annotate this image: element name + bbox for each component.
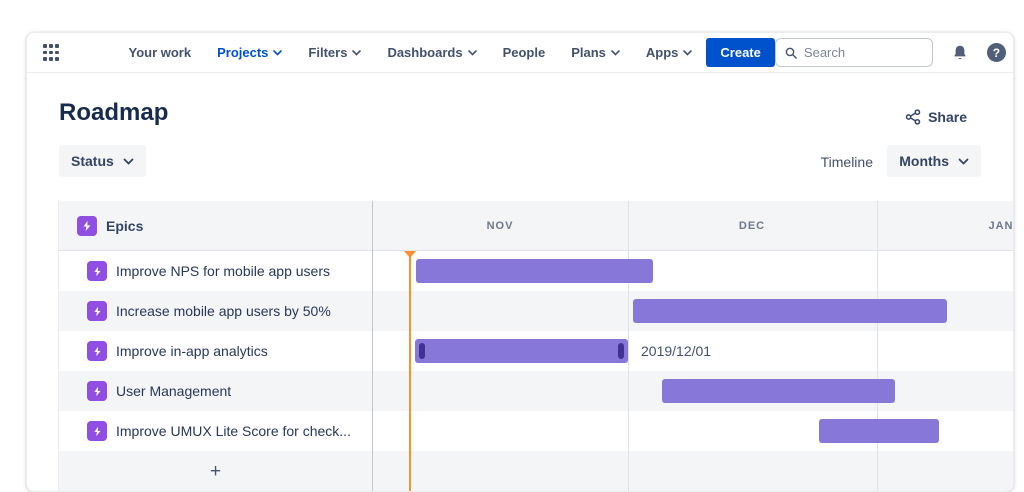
- epics-header-label: Epics: [106, 217, 144, 234]
- month-header-row: NOV DEC JAN: [373, 201, 1014, 251]
- month-gridline: [628, 201, 629, 491]
- page-title: Roadmap: [59, 99, 169, 126]
- chevron-down-icon: [123, 158, 134, 165]
- nav-right: ?: [774, 38, 1006, 67]
- month-label-nov: NOV: [486, 220, 514, 232]
- epic-bar[interactable]: [416, 259, 653, 283]
- bar-resize-handle-left[interactable]: [419, 343, 425, 359]
- month-label-dec: DEC: [738, 220, 766, 232]
- chevron-down-icon: [958, 158, 969, 165]
- timeline-row: 2019/12/01: [373, 331, 1013, 371]
- nav-item-filters[interactable]: Filters: [308, 45, 362, 60]
- nav-item-dashboards[interactable]: Dashboards: [387, 45, 477, 60]
- roadmap-table: Epics Improve NPS for mobile app users In…: [58, 201, 1014, 491]
- search-box[interactable]: [774, 38, 933, 67]
- create-button[interactable]: Create: [706, 38, 775, 67]
- epic-row[interactable]: Improve NPS for mobile app users: [59, 251, 372, 291]
- epic-icon: [87, 261, 107, 281]
- chevron-down-icon: [683, 50, 693, 56]
- month-label-jan: JAN: [988, 220, 1014, 232]
- epic-list: Improve NPS for mobile app users Increase…: [59, 251, 372, 491]
- epics-panel-header: Epics: [59, 201, 372, 251]
- epic-label: Increase mobile app users by 50%: [116, 303, 331, 319]
- nav-item-projects[interactable]: Projects: [217, 45, 283, 60]
- share-button[interactable]: Share: [905, 109, 967, 125]
- epic-row[interactable]: Improve UMUX Lite Score for check...: [59, 411, 372, 451]
- chevron-down-icon: [611, 50, 620, 56]
- timeline-row: [373, 291, 1013, 331]
- nav-item-label: Filters: [308, 45, 348, 60]
- nav-item-label: Your work: [128, 45, 192, 60]
- timeline-months-dropdown[interactable]: Months: [887, 145, 981, 177]
- share-icon: [905, 109, 921, 125]
- epic-bar[interactable]: [415, 339, 628, 363]
- epic-row[interactable]: User Management: [59, 371, 372, 411]
- timeline-row-empty: [373, 451, 1013, 491]
- epic-bar[interactable]: [819, 419, 939, 443]
- epic-bar[interactable]: [662, 379, 895, 403]
- nav-item-label: Projects: [217, 45, 269, 60]
- search-input[interactable]: [803, 45, 923, 60]
- epic-icon: [87, 381, 107, 401]
- timeline-rows: 2019/12/01: [373, 251, 1013, 491]
- add-epic-button[interactable]: +: [59, 451, 372, 491]
- epic-bar[interactable]: [633, 299, 947, 323]
- bar-end-date-label: 2019/12/01: [641, 343, 712, 359]
- help-question-glyph: ?: [986, 43, 1006, 62]
- epic-label: Improve in-app analytics: [116, 343, 268, 359]
- roadmap-app-window: Your work Projects Filters Dashboards People…: [26, 32, 1014, 492]
- timeline-row: [373, 251, 1013, 291]
- chevron-down-icon: [352, 50, 362, 56]
- timeline-row: [373, 411, 1013, 451]
- timeline-label: Timeline: [820, 154, 873, 170]
- timeline-row: [373, 371, 1013, 411]
- nav-item-label: Apps: [645, 45, 679, 60]
- epic-label: User Management: [116, 383, 232, 399]
- nav-menu: Your work Projects Filters Dashboards People…: [129, 45, 693, 60]
- top-nav: Your work Projects Filters Dashboards People…: [27, 33, 1013, 73]
- epic-icon: [87, 341, 107, 361]
- today-marker-icon: [404, 251, 416, 258]
- nav-item-people[interactable]: People: [503, 45, 546, 60]
- nav-item-your-work[interactable]: Your work: [129, 45, 192, 60]
- chevron-down-icon: [273, 50, 283, 56]
- nav-item-apps[interactable]: Apps: [646, 45, 693, 60]
- epic-row[interactable]: Improve in-app analytics: [59, 331, 372, 371]
- epics-panel: Epics Improve NPS for mobile app users In…: [59, 201, 372, 491]
- nav-item-label: Plans: [571, 45, 606, 60]
- epic-label: Improve UMUX Lite Score for check...: [116, 423, 351, 439]
- notifications-bell-icon[interactable]: [951, 44, 969, 62]
- epic-icon: [77, 215, 97, 236]
- status-filter-label: Status: [71, 153, 114, 169]
- search-icon: [785, 47, 797, 59]
- nav-item-label: Dashboards: [387, 45, 463, 60]
- nav-item-plans[interactable]: Plans: [571, 45, 620, 60]
- epic-icon: [87, 301, 107, 321]
- epic-row[interactable]: Increase mobile app users by 50%: [59, 291, 372, 331]
- epic-label: Improve NPS for mobile app users: [116, 263, 330, 279]
- epic-icon: [87, 421, 107, 441]
- timeline-months-value: Months: [899, 153, 949, 169]
- share-label: Share: [928, 109, 967, 125]
- today-line: [409, 251, 411, 491]
- app-switcher-icon[interactable]: [43, 44, 59, 61]
- timeline-chart: NOV DEC JAN 2019/12/01: [372, 201, 1014, 491]
- status-filter-dropdown[interactable]: Status: [59, 145, 146, 177]
- bar-resize-handle-right[interactable]: [618, 343, 624, 359]
- nav-item-label: People: [502, 45, 546, 60]
- month-gridline: [877, 201, 878, 491]
- help-icon[interactable]: ?: [986, 43, 1006, 62]
- chevron-down-icon: [467, 50, 477, 56]
